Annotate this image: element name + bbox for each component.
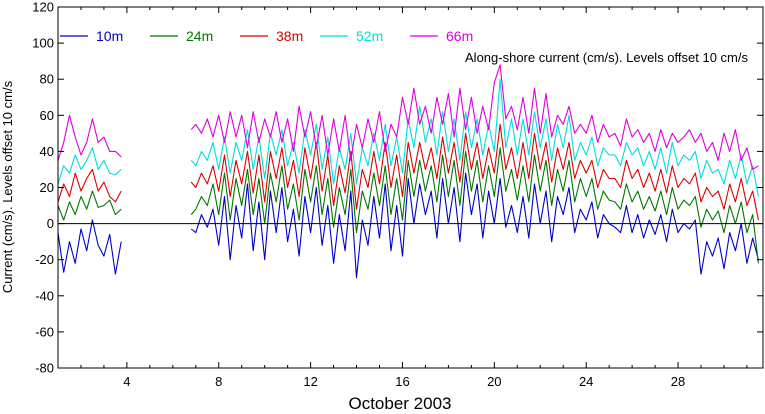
y-tick-label: 40 [40,144,54,159]
y-tick-label: -40 [35,288,54,303]
y-axis-title: Current (cm/s). Levels offset 10 cm/s [0,80,15,293]
y-tick-label: 80 [40,72,54,87]
y-tick-label: -60 [35,324,54,339]
series-line-10m-segment-1 [190,172,759,279]
y-tick-label: 0 [47,216,54,231]
legend-label-38m: 38m [276,28,303,44]
series-line-38m-segment-1 [190,123,759,221]
series-line-52m-segment-0 [57,147,122,185]
series-line-24m-segment-1 [190,147,759,264]
legend-label-24m: 24m [186,28,213,44]
chart-annotation: Along-shore current (cm/s). Levels offse… [465,50,748,65]
y-tick-label: -20 [35,252,54,267]
x-tick-label: 8 [215,374,222,389]
series-line-38m-segment-0 [57,168,122,203]
series-line-10m-segment-0 [57,219,122,275]
x-tick-label: 20 [487,374,501,389]
x-tick-label: 16 [395,374,409,389]
y-tick-label: 20 [40,180,54,195]
y-tick-label: 100 [32,36,54,51]
legend-label-52m: 52m [356,28,383,44]
x-axis-title: October 2003 [348,394,451,413]
series-layer [57,64,759,279]
legend-label-10m: 10m [96,28,123,44]
x-tick-label: 4 [123,374,130,389]
ticks-layer: -80 -60 -40 -20 0 20 40 60 80 100 120 4 8 12 16 20 24 28 [32,0,763,389]
x-tick-label: 28 [671,374,685,389]
y-tick-label: 60 [40,108,54,123]
y-tick-label: -80 [35,361,54,376]
series-line-24m-segment-0 [57,190,122,221]
series-line-66m-segment-0 [57,114,122,161]
series-line-52m-segment-1 [190,78,759,197]
series-line-66m-segment-1 [190,64,759,170]
legend: 10m 24m 38m 52m 66m [60,28,473,44]
x-tick-label: 12 [303,374,317,389]
y-tick-label: 120 [32,0,54,15]
legend-label-66m: 66m [446,28,473,44]
x-tick-label: 24 [579,374,593,389]
